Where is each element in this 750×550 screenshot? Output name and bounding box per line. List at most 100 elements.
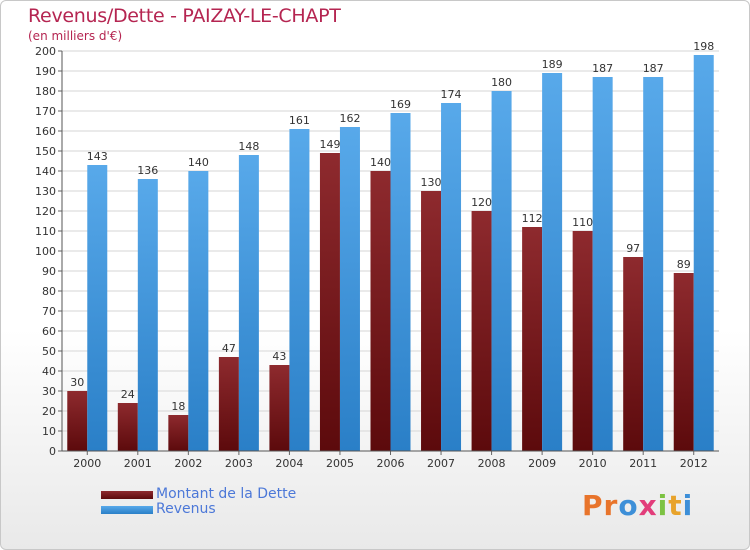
x-tick-label: 2008: [478, 457, 506, 470]
y-tick-label: 200: [35, 45, 56, 58]
y-tick-label: 160: [35, 125, 56, 138]
x-tick-label: 2000: [73, 457, 101, 470]
bar-debt: [168, 415, 189, 451]
bar-revenue: [542, 73, 563, 451]
legend-swatch-revenue: [101, 506, 153, 514]
x-tick-label: 2002: [174, 457, 202, 470]
bar-debt: [471, 211, 492, 451]
logo-letter: i: [657, 489, 669, 522]
y-tick-label: 140: [35, 165, 56, 178]
bar-revenue: [238, 155, 259, 451]
bar-debt: [370, 171, 391, 451]
bar-debt: [623, 257, 644, 451]
bar-revenue: [693, 55, 714, 451]
y-tick-label: 170: [35, 105, 56, 118]
data-label-debt: 112: [522, 212, 543, 225]
y-tick-label: 40: [42, 365, 56, 378]
data-label-debt: 30: [70, 376, 84, 389]
legend-label-debt: Montant de la Dette: [156, 486, 297, 502]
bar-debt: [572, 231, 593, 451]
y-tick-label: 60: [42, 325, 56, 338]
logo-letter: P: [582, 489, 604, 522]
data-label-debt: 149: [319, 138, 340, 151]
x-tick-label: 2005: [326, 457, 354, 470]
bar-revenue: [339, 127, 360, 451]
y-tick-label: 100: [35, 245, 56, 258]
x-tick-label: 2003: [225, 457, 253, 470]
y-tick-label: 190: [35, 65, 56, 78]
data-label-debt: 47: [222, 342, 236, 355]
bar-revenue: [441, 103, 462, 451]
data-label-debt: 120: [471, 196, 492, 209]
data-label-debt: 24: [121, 388, 135, 401]
data-label-revenue: 162: [339, 112, 360, 125]
logo-letter: i: [682, 489, 694, 522]
axes: 0 10 20 30 40 50 60 70 80 90 100 110 120 130 140 150 160…: [35, 45, 719, 470]
y-tick-label: 150: [35, 145, 56, 158]
bar-debt: [673, 273, 694, 451]
data-label-debt: 18: [171, 400, 185, 413]
data-label-revenue: 180: [491, 76, 512, 89]
logo-letter: t: [668, 489, 683, 522]
chart-subtitle: (en milliers d'€): [28, 29, 123, 43]
data-label-revenue: 189: [542, 58, 563, 71]
logo-letter: r: [603, 489, 619, 522]
bar-debt: [421, 191, 442, 451]
y-tick-label: 80: [42, 285, 56, 298]
x-tick-label: 2007: [427, 457, 455, 470]
bar-revenue: [188, 171, 209, 451]
data-label-revenue: 143: [87, 150, 108, 163]
bar-revenue: [137, 179, 158, 451]
bar-revenue: [289, 129, 310, 451]
x-tick-label: 2001: [124, 457, 152, 470]
data-label-debt: 110: [572, 216, 593, 229]
data-label-revenue: 169: [390, 98, 411, 111]
data-label-revenue: 174: [441, 88, 462, 101]
logo-letter: o: [618, 489, 639, 522]
legend-label-revenue: Revenus: [156, 501, 216, 517]
data-label-debt: 140: [370, 156, 391, 169]
bar-debt: [117, 403, 138, 451]
data-label-revenue: 187: [643, 62, 664, 75]
y-tick-label: 20: [42, 405, 56, 418]
y-tick-label: 30: [42, 385, 56, 398]
bar-revenue: [592, 77, 613, 451]
y-tick-label: 90: [42, 265, 56, 278]
x-tick-label: 2006: [377, 457, 405, 470]
x-tick-label: 2009: [528, 457, 556, 470]
y-tick-label: 180: [35, 85, 56, 98]
y-tick-label: 120: [35, 205, 56, 218]
y-tick-label: 10: [42, 425, 56, 438]
proxiti-logo: Proxiti: [582, 489, 693, 522]
data-label-debt: 130: [421, 176, 442, 189]
bar-debt: [218, 357, 239, 451]
x-tick-label: 2010: [579, 457, 607, 470]
data-label-revenue: 148: [238, 140, 259, 153]
data-label-debt: 97: [626, 242, 640, 255]
x-tick-label: 2012: [680, 457, 708, 470]
bar-revenue: [87, 165, 108, 451]
bar-revenue: [491, 91, 512, 451]
x-tick-label: 2004: [275, 457, 303, 470]
data-label-revenue: 198: [693, 40, 714, 53]
y-tick-label: 70: [42, 305, 56, 318]
y-tick-label: 110: [35, 225, 56, 238]
data-label-debt: 43: [272, 350, 286, 363]
bar-revenue: [643, 77, 664, 451]
bar-debt: [522, 227, 543, 451]
bar-debt: [67, 391, 88, 451]
legend-swatch-debt: [101, 491, 153, 499]
x-tick-label: 2011: [629, 457, 657, 470]
data-label-debt: 89: [677, 258, 691, 271]
y-tick-label: 0: [49, 445, 56, 458]
logo-letter: x: [638, 489, 658, 522]
bars: 30 143 24 136 18 140 47 148 43 161 149 162 140 169 130…: [67, 40, 714, 451]
bar-revenue: [390, 113, 411, 451]
y-tick-label: 130: [35, 185, 56, 198]
data-label-revenue: 187: [592, 62, 613, 75]
data-label-revenue: 140: [188, 156, 209, 169]
chart-title: Revenus/Dette - PAIZAY-LE-CHAPT: [28, 5, 341, 27]
bar-debt: [269, 365, 290, 451]
